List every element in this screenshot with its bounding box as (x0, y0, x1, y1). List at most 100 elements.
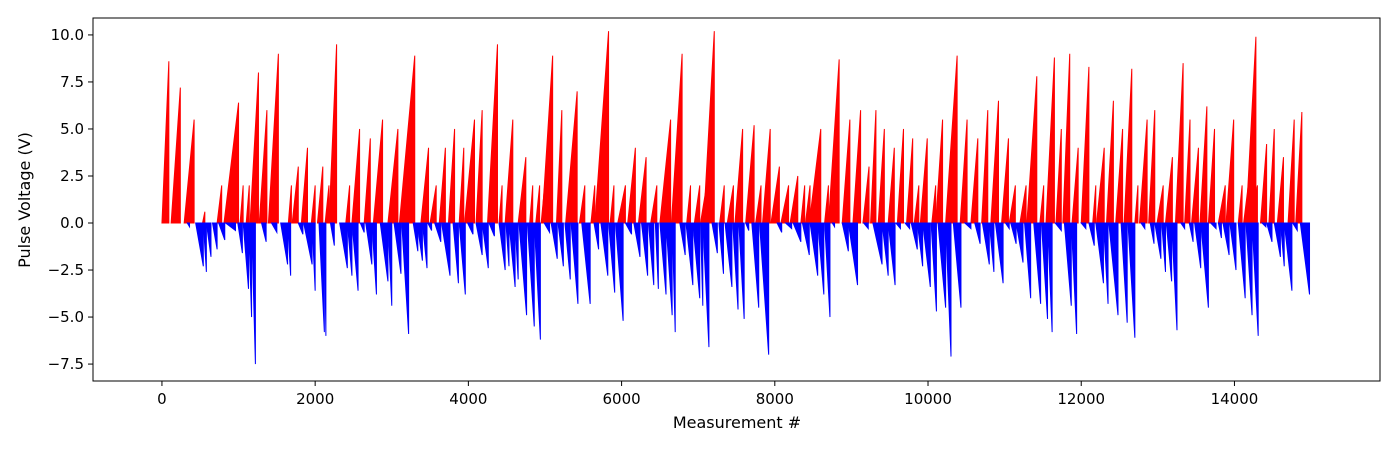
negative-pulse-ramp-148 (1291, 222, 1298, 233)
negative-pulse-ramp-121 (1095, 222, 1104, 284)
negative-pulse-ramp-3 (205, 222, 212, 257)
negative-pulse-ramp-143 (1260, 222, 1267, 228)
positive-pulse-ramp-0 (161, 61, 170, 224)
negative-pulse-ramp-17 (311, 222, 316, 291)
positive-pulse-ramp-61 (745, 125, 755, 224)
x-tick-label: 4000 (449, 390, 487, 408)
negative-pulse-ramp-68 (679, 222, 686, 256)
negative-pulse-ramp-134 (1194, 222, 1202, 269)
negative-pulse-ramp-118 (1070, 222, 1078, 335)
negative-pulse-ramp-46 (514, 222, 519, 280)
negative-pulse-ramp-33 (421, 222, 428, 269)
negative-pulse-ramp-9 (247, 222, 253, 318)
negative-pulse-ramp-114 (1040, 222, 1049, 319)
negative-pulse-ramp-147 (1283, 222, 1293, 291)
negative-pulse-ramp-56 (593, 222, 600, 250)
negative-pulse-ramp-131 (1171, 222, 1178, 331)
negative-pulse-ramp-130 (1165, 222, 1173, 282)
negative-pulse-ramp-48 (526, 222, 535, 327)
negative-pulse-ramp-88 (831, 222, 836, 229)
negative-pulse-ramp-32 (416, 222, 423, 261)
negative-pulse-ramp-123 (1108, 222, 1119, 316)
negative-pulse-ramp-55 (581, 222, 591, 304)
negative-pulse-ramp-138 (1222, 222, 1230, 256)
negative-pulse-ramp-15 (297, 222, 304, 235)
negative-pulse-ramp-51 (550, 222, 558, 259)
positive-pulse-ramp-109 (1174, 63, 1184, 224)
positive-pulse-ramp-22 (387, 128, 399, 224)
negative-pulse-ramp-120 (1088, 222, 1095, 246)
negative-pulse-ramp-52 (557, 222, 564, 267)
y-axis-label: Pulse Voltage (V) (15, 132, 34, 268)
negative-pulse-ramp-129 (1161, 222, 1166, 272)
negative-pulse-ramp-141 (1245, 222, 1253, 316)
negative-pulse-ramp-135 (1200, 222, 1209, 308)
positive-pulse-ramp-21 (372, 119, 384, 224)
negative-pulse-ramp-2 (202, 222, 207, 272)
negative-pulse-ramp-119 (1080, 222, 1087, 231)
negative-pulse-ramp-71 (699, 222, 704, 306)
negative-pulse-ramp-90 (847, 222, 859, 286)
negative-pulse-ramp-100 (930, 222, 937, 312)
negative-pulse-ramp-80 (758, 222, 770, 355)
y-tick-label: −5.0 (48, 308, 84, 326)
negative-pulse-ramp-57 (600, 222, 609, 276)
negative-pulse-ramp-8 (242, 222, 250, 289)
negative-pulse-ramp-92 (872, 222, 883, 265)
negative-pulse-ramp-85 (809, 222, 819, 276)
negative-pulse-ramp-99 (922, 222, 931, 288)
negative-pulse-ramp-65 (659, 222, 667, 295)
negative-pulse-ramp-12 (270, 222, 278, 235)
y-tick-label: −7.5 (48, 355, 84, 373)
negative-pulse-ramp-144 (1265, 222, 1273, 242)
negative-pulse-ramp-53 (564, 222, 571, 280)
x-tick-label: 2000 (296, 390, 334, 408)
negative-pulse-ramp-101 (937, 222, 947, 308)
x-tick-label: 8000 (756, 390, 794, 408)
negative-pulse-ramp-73 (711, 222, 718, 254)
negative-pulse-ramp-122 (1102, 222, 1109, 304)
negative-pulse-ramp-40 (475, 222, 483, 256)
negative-pulse-ramp-47 (518, 222, 528, 316)
negative-pulse-ramp-11 (260, 222, 267, 242)
negative-pulse-ramp-136 (1209, 222, 1217, 230)
negative-pulse-ramp-69 (685, 222, 694, 286)
x-tick-label: 6000 (602, 390, 640, 408)
negative-pulse-ramp-98 (916, 222, 924, 267)
negative-pulse-ramp-83 (792, 222, 802, 243)
negative-pulse-ramp-132 (1179, 222, 1186, 231)
y-tick-label: 2.5 (60, 167, 84, 185)
negative-pulse-ramp-27 (379, 222, 389, 282)
negative-pulse-ramp-87 (824, 222, 831, 318)
negative-pulse-ramp-67 (671, 222, 676, 333)
y-tick-label: −2.5 (48, 261, 84, 279)
negative-pulse-ramp-146 (1279, 222, 1285, 267)
negative-pulse-ramp-60 (624, 222, 633, 235)
x-tick-label: 12000 (1057, 390, 1105, 408)
negative-pulse-ramp-23 (351, 222, 359, 291)
negative-pulse-ramp-62 (640, 222, 649, 276)
negative-pulse-ramp-140 (1237, 222, 1246, 299)
negative-pulse-ramp-6 (224, 222, 236, 232)
positive-pulse-ramp-27 (429, 185, 437, 224)
negative-pulse-ramp-26 (371, 222, 377, 295)
negative-pulse-ramp-61 (633, 222, 641, 257)
negative-pulse-ramp-42 (488, 222, 495, 237)
negative-pulse-ramp-70 (692, 222, 701, 299)
negative-pulse-ramp-139 (1229, 222, 1237, 271)
negative-pulse-ramp-111 (1015, 222, 1024, 263)
negative-pulse-ramp-22 (346, 222, 353, 276)
negative-pulse-ramp-64 (654, 222, 659, 289)
negative-pulse-ramp-49 (533, 222, 541, 340)
negative-pulse-ramp-59 (614, 222, 624, 321)
negative-pulse-ramp-79 (751, 222, 760, 308)
negative-pulse-ramp-54 (570, 222, 579, 304)
negative-pulse-ramp-133 (1188, 222, 1194, 242)
negative-pulse-ramp-66 (665, 222, 673, 316)
negative-pulse-ramp-28 (387, 222, 393, 306)
negative-pulse-ramp-126 (1140, 222, 1146, 231)
positive-pulse-ramp-16 (324, 185, 330, 224)
negative-pulse-ramp-93 (881, 222, 889, 276)
negative-pulse-ramp-38 (458, 222, 466, 295)
negative-pulse-ramp-30 (401, 222, 410, 335)
